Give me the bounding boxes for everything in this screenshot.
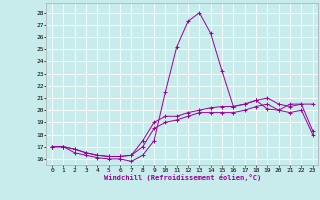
X-axis label: Windchill (Refroidissement éolien,°C): Windchill (Refroidissement éolien,°C) (104, 174, 261, 181)
